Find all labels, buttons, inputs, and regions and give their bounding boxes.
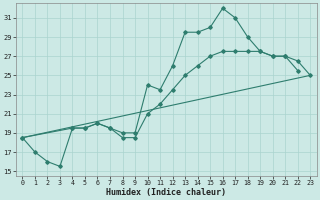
X-axis label: Humidex (Indice chaleur): Humidex (Indice chaleur) xyxy=(106,188,226,197)
